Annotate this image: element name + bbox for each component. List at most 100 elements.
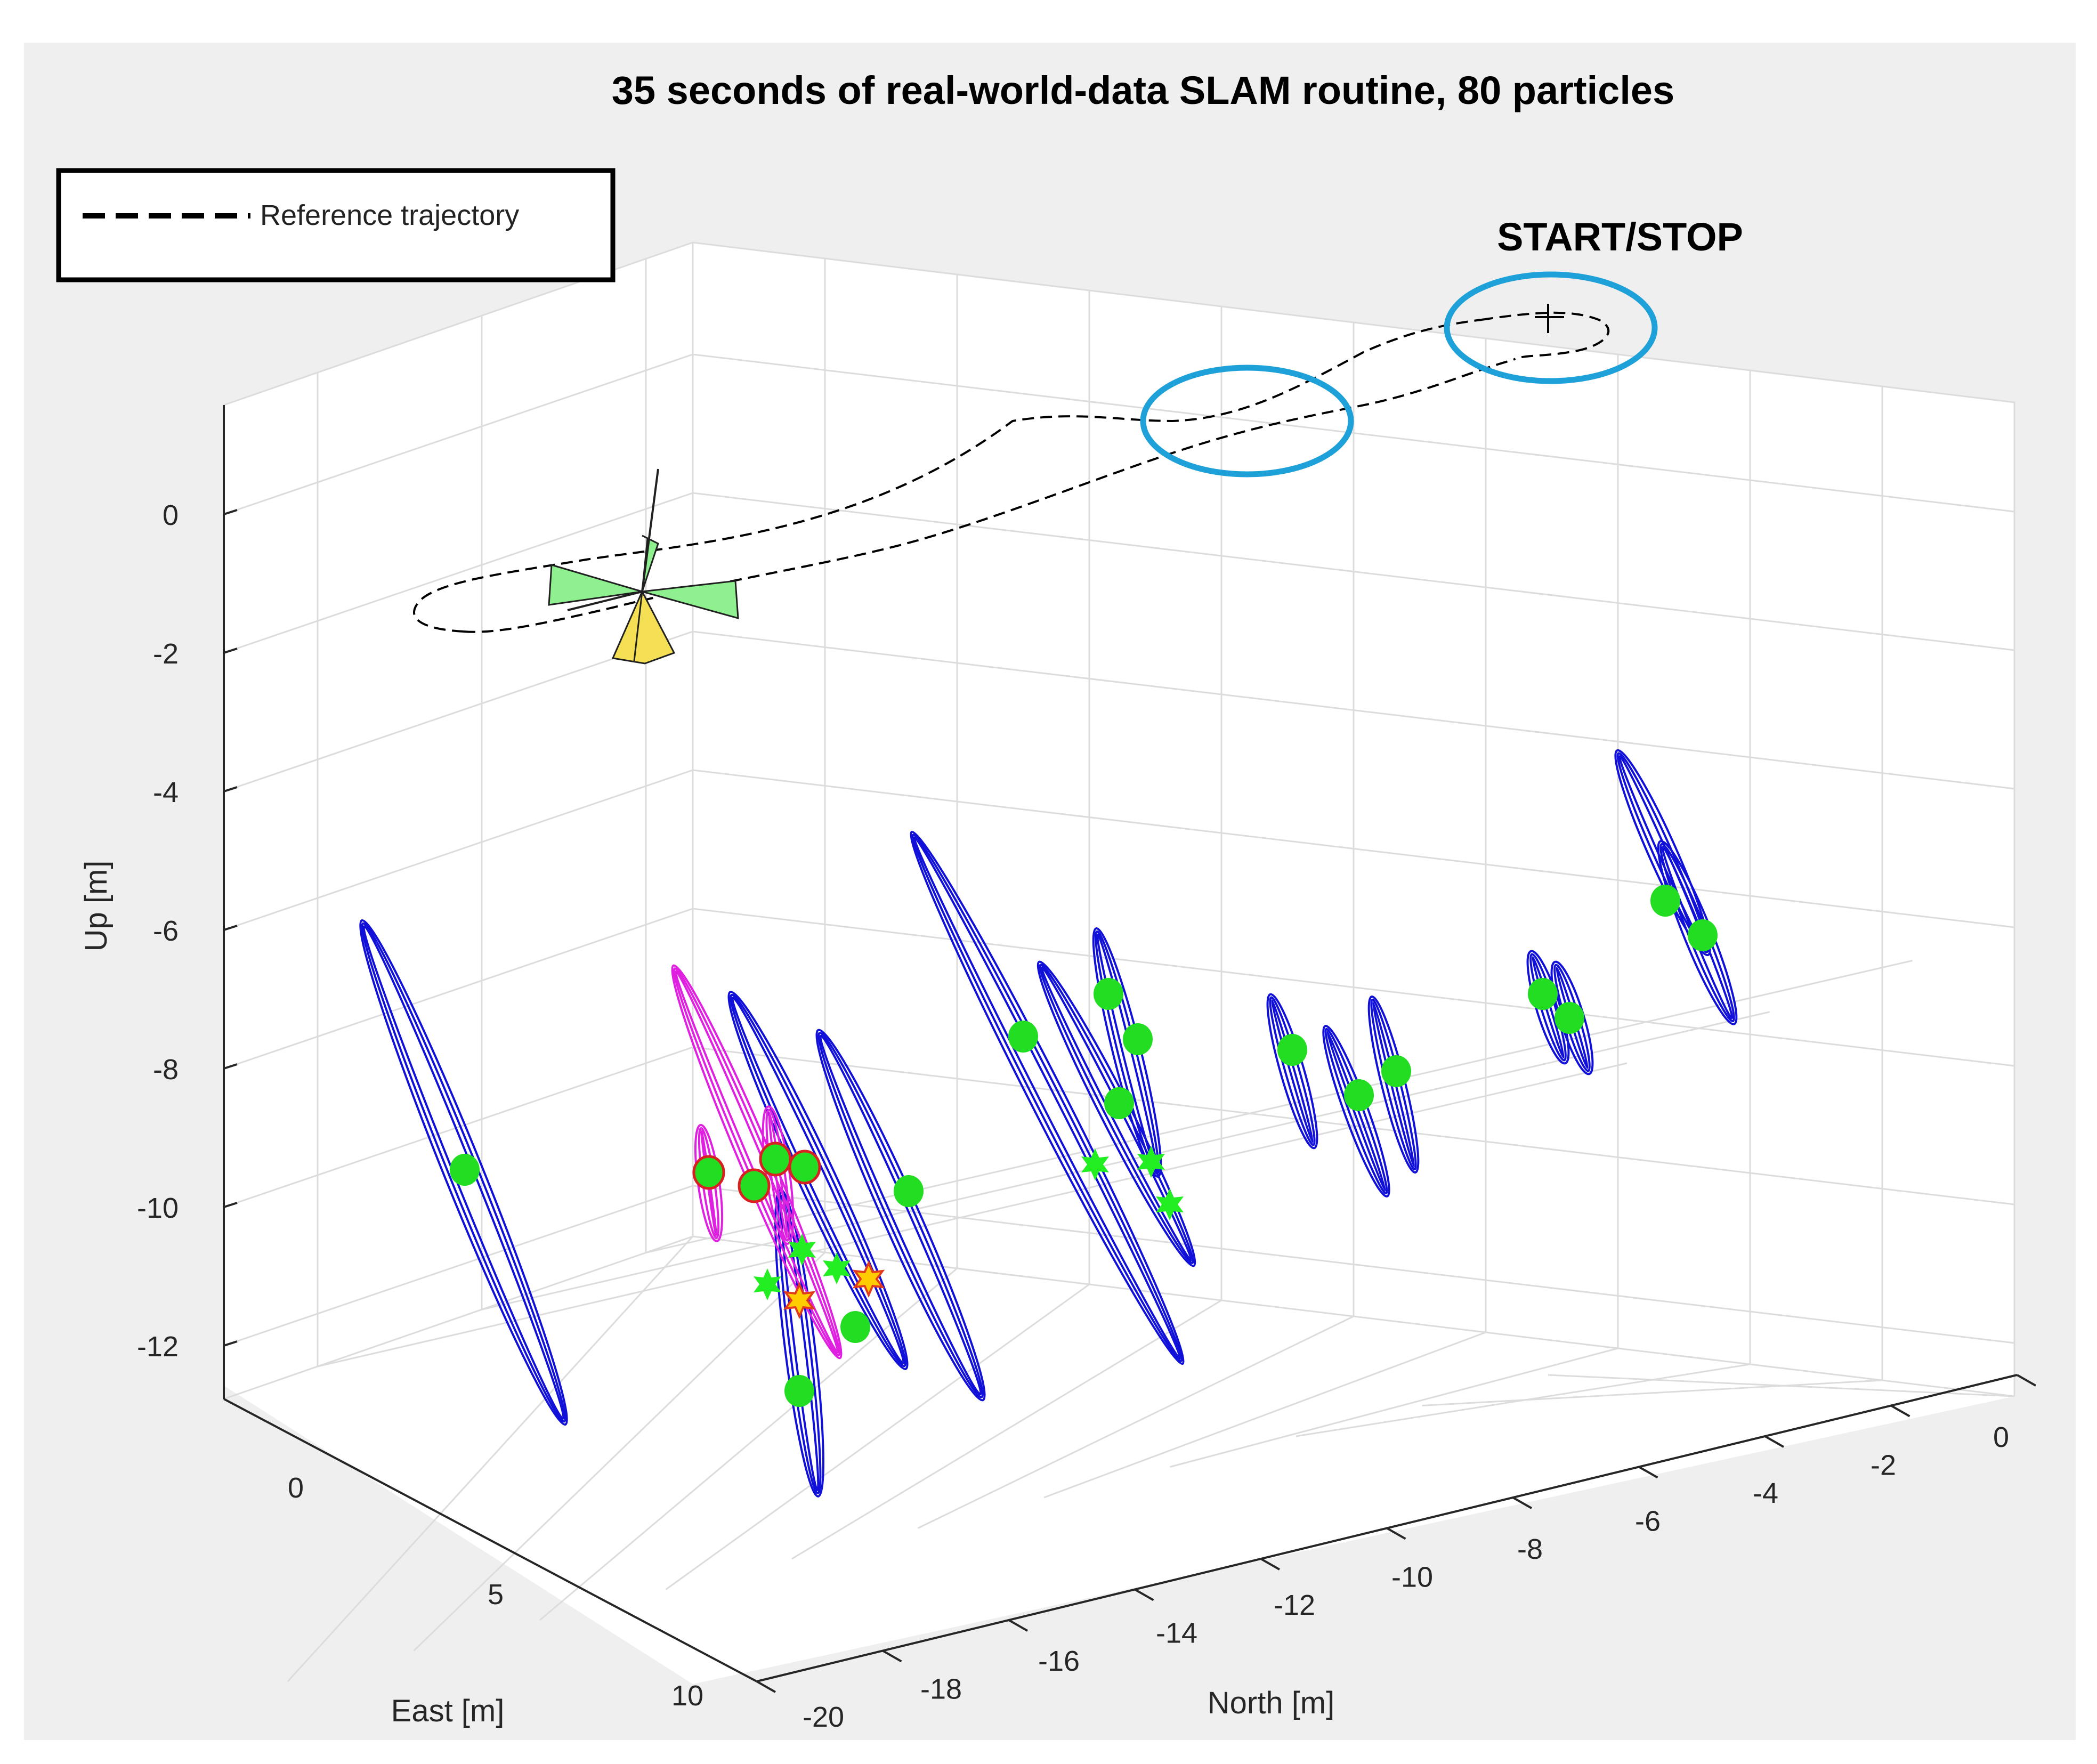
x-tick-label: -20 bbox=[803, 1701, 844, 1733]
grid-floor-line bbox=[413, 1251, 826, 1652]
landmark-marker bbox=[692, 1155, 725, 1190]
y-axis-line bbox=[223, 1398, 757, 1682]
x-tick-label: -14 bbox=[1156, 1617, 1197, 1649]
vehicle-pose-glyph bbox=[548, 468, 739, 665]
x-tick-label: 0 bbox=[1993, 1421, 2009, 1453]
z-tick-mark bbox=[223, 786, 238, 792]
landmark-marker bbox=[1094, 978, 1123, 1010]
landmark-markers bbox=[450, 885, 1718, 1407]
landmark-ellipse bbox=[1266, 993, 1318, 1150]
grid-floor-line bbox=[917, 1315, 1354, 1529]
landmark-marker bbox=[1104, 1087, 1134, 1119]
landmark-ellipse bbox=[1526, 950, 1570, 1065]
tick-labels: 0-2-4-6-8-10-120510-20-18-16-14-12-10-8-… bbox=[137, 499, 2036, 1733]
x-tick-label: -12 bbox=[1274, 1589, 1315, 1621]
x-tick-mark bbox=[1134, 1588, 1154, 1601]
landmark-marker bbox=[1344, 1079, 1374, 1111]
estimate-star-marker bbox=[1156, 1188, 1184, 1220]
start-marker bbox=[1535, 304, 1564, 333]
z-tick-label: 0 bbox=[163, 499, 179, 531]
x-tick-label: -4 bbox=[1753, 1477, 1778, 1509]
z-tick-mark bbox=[223, 509, 238, 515]
landmark-ellipse bbox=[779, 1195, 820, 1491]
y-tick-label: 5 bbox=[488, 1579, 504, 1611]
landmark-marker bbox=[759, 1142, 792, 1177]
grid-floor-line bbox=[1043, 1331, 1486, 1499]
legend: Reference trajectory bbox=[56, 168, 616, 282]
grid-floor-line bbox=[287, 1235, 694, 1682]
x-tick-mark bbox=[1260, 1558, 1280, 1571]
landmark-ellipse bbox=[815, 1029, 986, 1402]
landmark-ellipse bbox=[731, 997, 905, 1364]
z-tick-mark bbox=[223, 1202, 238, 1208]
z-tick-mark bbox=[223, 648, 238, 654]
trajectory-outbound bbox=[413, 319, 1482, 633]
plot-area bbox=[224, 242, 2014, 1684]
landmark-ellipse bbox=[819, 1034, 982, 1396]
view-cone-down bbox=[611, 589, 676, 665]
grid-floor-line bbox=[791, 1299, 1222, 1560]
z-tick-mark bbox=[223, 1063, 238, 1070]
highlight-star-marker bbox=[783, 1282, 816, 1319]
z-tick-label: -12 bbox=[137, 1331, 179, 1363]
grid-floor-line bbox=[539, 1267, 958, 1621]
landmark-marker bbox=[894, 1175, 924, 1207]
landmark-marker bbox=[1277, 1034, 1307, 1066]
landmark-ellipse bbox=[727, 991, 909, 1370]
x-tick-mark bbox=[2017, 1374, 2036, 1387]
landmark-ellipse bbox=[911, 834, 1183, 1362]
y-tick-label: 0 bbox=[288, 1472, 304, 1504]
x-tick-label: -6 bbox=[1635, 1506, 1661, 1538]
x-axis-label: North [m] bbox=[1208, 1686, 1335, 1720]
landmark-ellipse bbox=[730, 993, 906, 1367]
start-stop-annotation: START/STOP bbox=[1497, 215, 1743, 259]
landmark-marker bbox=[784, 1375, 814, 1407]
z-tick-label: -10 bbox=[137, 1192, 179, 1224]
trajectory-return bbox=[463, 359, 1514, 633]
landmark-ellipse bbox=[1270, 999, 1314, 1143]
x-tick-label: -18 bbox=[920, 1673, 962, 1705]
landmark-ellipse bbox=[910, 830, 1185, 1365]
x-tick-mark bbox=[1638, 1466, 1658, 1479]
landmark-marker bbox=[450, 1154, 480, 1186]
grid-box-edge bbox=[223, 241, 2015, 1396]
landmark-ellipse bbox=[913, 836, 1181, 1360]
x-tick-mark bbox=[882, 1649, 902, 1663]
reference-trajectory bbox=[413, 311, 1610, 633]
x-tick-mark bbox=[1386, 1527, 1406, 1540]
start-stop-callout bbox=[1444, 271, 1658, 384]
z-tick-label: -2 bbox=[153, 638, 179, 670]
grid-floor-line bbox=[317, 1062, 1628, 1367]
landmark-ellipse bbox=[1614, 749, 1711, 957]
highlight-star-marker bbox=[852, 1260, 885, 1298]
z-axis-label: Up [m] bbox=[79, 861, 114, 952]
grid-floor-line bbox=[665, 1283, 1090, 1590]
landmark-marker bbox=[1381, 1055, 1411, 1087]
landmark-marker bbox=[788, 1150, 821, 1185]
x-tick-mark bbox=[1512, 1496, 1532, 1509]
grid-floor-line bbox=[1170, 1347, 1618, 1468]
z-tick-label: -4 bbox=[153, 776, 179, 808]
estimate-star-marker bbox=[1081, 1148, 1109, 1180]
view-cone-right bbox=[642, 580, 739, 620]
y-axis-label: East [m] bbox=[391, 1694, 505, 1728]
view-cone-left bbox=[548, 564, 643, 606]
loop-closure-callout bbox=[1140, 365, 1354, 478]
landmark-marker bbox=[1008, 1021, 1038, 1053]
trajectory-start-loop bbox=[1481, 311, 1610, 361]
selected-landmark-ellipse bbox=[765, 1108, 791, 1242]
landmark-marker bbox=[1688, 919, 1718, 951]
estimate-star-marker bbox=[788, 1234, 816, 1266]
legend-entry-label: Reference trajectory bbox=[260, 199, 519, 231]
z-tick-label: -6 bbox=[153, 915, 179, 947]
x-tick-label: -2 bbox=[1871, 1450, 1896, 1482]
landmark-ellipse bbox=[359, 919, 568, 1426]
landmark-marker bbox=[840, 1311, 870, 1343]
landmark-marker bbox=[1554, 1002, 1584, 1034]
landmark-marker bbox=[1650, 885, 1680, 917]
x-tick-label: -16 bbox=[1038, 1645, 1080, 1677]
grid-floor-line bbox=[1422, 1379, 1883, 1406]
estimate-star-marker bbox=[754, 1268, 781, 1300]
z-tick-label: -8 bbox=[153, 1054, 179, 1086]
landmark-ellipse bbox=[1269, 996, 1316, 1146]
